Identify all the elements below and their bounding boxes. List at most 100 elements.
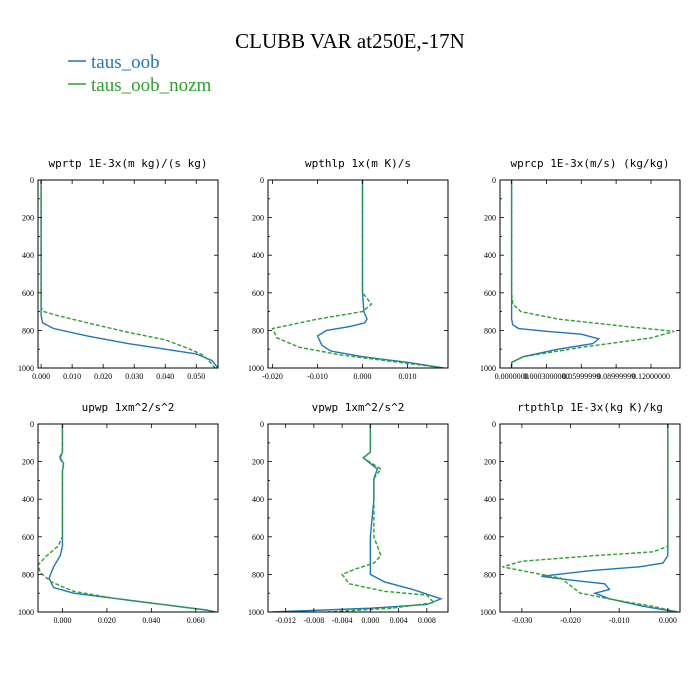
series-line-taus-oob-nozm: [510, 180, 675, 368]
y-tick-label: 1000: [480, 364, 496, 373]
panels: wprtp 1E-3x(m kg)/(s kg) 0 200 400 600 800 100…: [18, 157, 681, 625]
x-tick-label: 0.004: [390, 616, 408, 625]
panel-title: upwp 1xm^2/s^2: [82, 401, 175, 414]
x-tick-label: 0.000: [361, 616, 379, 625]
series-line-taus-oob-nozm: [38, 424, 216, 612]
x-tick-label: 0.000: [32, 372, 50, 381]
x-tick-label: -0.004: [332, 616, 353, 625]
plot-frame: [267, 423, 449, 613]
plot-frame: [267, 179, 449, 369]
x-tick-label: 0.040: [156, 372, 174, 381]
x-tick-label: 0.12000000: [632, 372, 670, 381]
y-tick-label: 800: [22, 326, 34, 335]
y-tick-label: 200: [484, 214, 496, 223]
y-tick-label: 1000: [248, 364, 264, 373]
y-tick-label: 600: [252, 533, 264, 542]
chart-panel: wprtp 1E-3x(m kg)/(s kg) 0 200 400 600 800 100…: [18, 157, 219, 381]
chart-panel: vpwp 1xm^2/s^2 0 200 400 600 800 1000 -0.012 -0.…: [248, 401, 449, 625]
x-tick-label: 0.020: [94, 372, 112, 381]
chart-panel: upwp 1xm^2/s^2 0 200 400 600 800 1000 0.000 0.02…: [18, 401, 219, 625]
series-line-taus-oob: [40, 180, 218, 368]
panel-title: vpwp 1xm^2/s^2: [312, 401, 405, 414]
panel-title: wprcp 1E-3x(m/s) (kg/kg): [511, 157, 670, 170]
y-tick-label: 1000: [18, 364, 34, 373]
series-line-taus-oob: [316, 180, 444, 368]
legend-label-taus-oob-nozm: taus_oob_nozm: [91, 75, 212, 96]
panel-title: wprtp 1E-3x(m kg)/(s kg): [49, 157, 208, 170]
series-line-taus-oob: [48, 424, 216, 612]
y-tick-label: 1000: [248, 608, 264, 617]
x-tick-label: -0.010: [307, 372, 328, 381]
series-line-taus-oob-nozm: [502, 424, 678, 612]
series-line-taus-oob: [271, 424, 443, 612]
y-tick-label: 600: [252, 289, 264, 298]
x-tick-label: 0.010: [63, 372, 81, 381]
y-tick-label: 800: [484, 570, 496, 579]
y-tick-label: 800: [484, 326, 496, 335]
y-tick-label: 400: [22, 495, 34, 504]
plot-frame: [37, 179, 219, 369]
x-tick-label: -0.030: [512, 616, 533, 625]
x-tick-label: -0.008: [304, 616, 325, 625]
x-tick-label: -0.012: [275, 616, 296, 625]
y-tick-label: 0: [30, 420, 34, 429]
figure-title: CLUBB VAR at250E,-17N: [235, 29, 465, 53]
series-line-taus-oob: [510, 180, 601, 368]
series-line-taus-oob-nozm: [327, 424, 436, 612]
x-tick-label: 0.000: [659, 616, 677, 625]
y-tick-label: 800: [252, 570, 264, 579]
x-tick-label: 0.000: [354, 372, 372, 381]
legend: taus_oob taus_oob_nozm: [68, 52, 212, 96]
y-tick-label: 200: [252, 458, 264, 467]
y-tick-label: 600: [22, 533, 34, 542]
y-tick-label: 200: [22, 214, 34, 223]
x-tick-label: 0.010: [399, 372, 417, 381]
y-tick-label: 800: [22, 570, 34, 579]
x-tick-label: 0.08999999: [597, 372, 635, 381]
x-tick-label: 0.050: [187, 372, 205, 381]
y-tick-label: 0: [260, 176, 264, 185]
x-tick-label: 0.05999999: [562, 372, 600, 381]
y-tick-label: 600: [22, 289, 34, 298]
series-line-taus-oob: [541, 424, 678, 612]
series-line-taus-oob-nozm: [271, 180, 444, 368]
chart-panel: wprcp 1E-3x(m/s) (kg/kg) 0 200 400 600 800 100…: [480, 157, 681, 381]
panel-title: rtpthlp 1E-3x(kg K)/kg: [517, 401, 663, 414]
chart-panel: rtpthlp 1E-3x(kg K)/kg 0 200 400 600 800 1000 -…: [480, 401, 681, 625]
y-tick-label: 200: [252, 214, 264, 223]
x-tick-label: 0.0003000000: [523, 372, 569, 381]
y-tick-label: 1000: [18, 608, 34, 617]
y-tick-label: 400: [484, 495, 496, 504]
plot-frame: [499, 179, 681, 369]
x-tick-label: -0.020: [262, 372, 283, 381]
y-tick-label: 400: [22, 251, 34, 260]
y-tick-label: 0: [260, 420, 264, 429]
y-tick-label: 400: [252, 495, 264, 504]
y-tick-label: 400: [484, 251, 496, 260]
y-tick-label: 600: [484, 533, 496, 542]
y-tick-label: 0: [492, 176, 496, 185]
y-tick-label: 800: [252, 326, 264, 335]
x-tick-label: 0.000: [53, 616, 71, 625]
x-tick-label: 0.040: [142, 616, 160, 625]
plot-frame: [37, 423, 219, 613]
x-tick-label: 0.0000000: [495, 372, 529, 381]
x-tick-label: 0.020: [98, 616, 116, 625]
y-tick-label: 200: [484, 458, 496, 467]
chart-panel: wpthlp 1x(m K)/s 0 200 400 600 800 1000-0.020 -…: [248, 157, 449, 381]
y-tick-label: 600: [484, 289, 496, 298]
x-tick-label: -0.020: [560, 616, 581, 625]
y-tick-label: 400: [252, 251, 264, 260]
y-tick-label: 1000: [480, 608, 496, 617]
plot-frame: [499, 423, 681, 613]
series-line-taus-oob-nozm: [40, 180, 216, 368]
panel-title: wpthlp 1x(m K)/s: [305, 157, 411, 170]
x-tick-label: 0.008: [418, 616, 436, 625]
y-tick-label: 0: [30, 176, 34, 185]
x-tick-label: 0.030: [125, 372, 143, 381]
y-tick-label: 200: [22, 458, 34, 467]
y-tick-label: 0: [492, 420, 496, 429]
x-tick-label: 0.060: [187, 616, 205, 625]
x-tick-label: -0.010: [609, 616, 630, 625]
